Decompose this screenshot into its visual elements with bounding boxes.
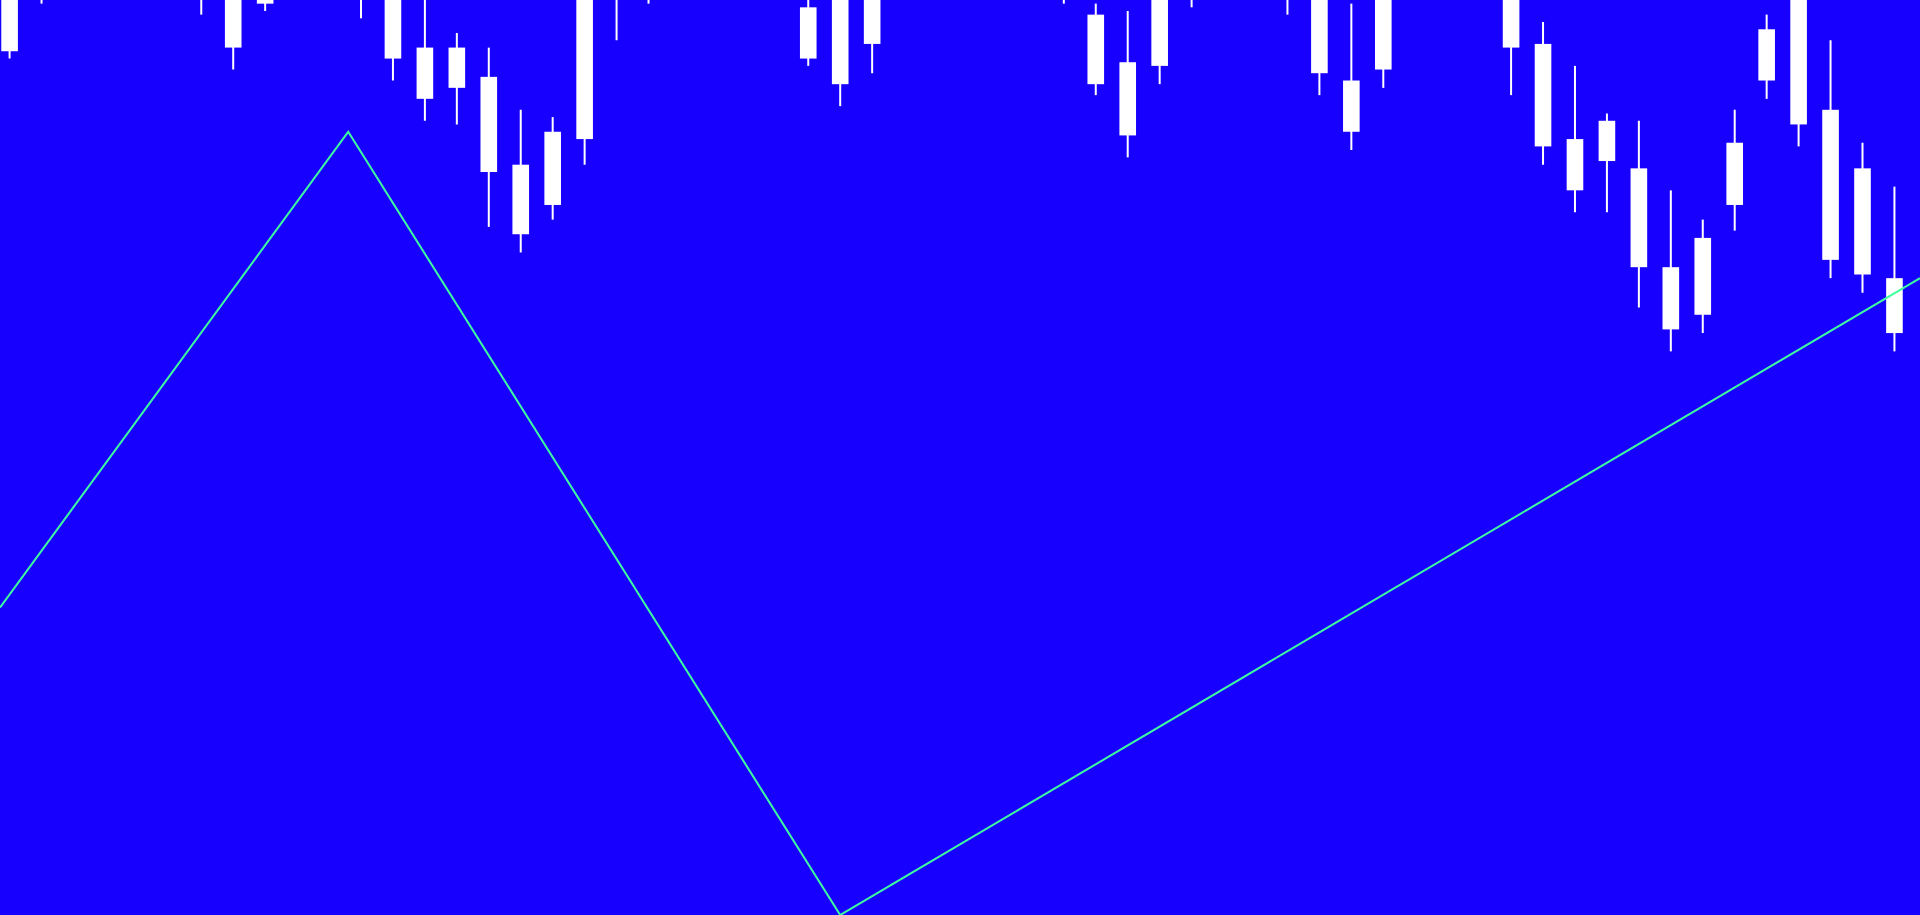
candle-body — [1694, 237, 1712, 315]
candle-body — [1343, 80, 1360, 132]
candle — [480, 47, 498, 227]
candle — [256, 0, 274, 11]
candle — [224, 0, 242, 70]
candle-body — [1566, 139, 1584, 191]
candle — [1286, 0, 1289, 15]
candle-body — [224, 0, 242, 48]
candle — [1886, 186, 1903, 352]
candle — [863, 0, 881, 74]
candle-body — [1534, 43, 1552, 147]
candle — [1374, 0, 1392, 88]
candle — [1119, 10, 1137, 158]
candle — [1343, 3, 1360, 151]
candle-body — [1726, 142, 1744, 205]
candles-layer — [1, 0, 1903, 352]
candle — [576, 0, 593, 165]
candle — [1758, 14, 1775, 99]
candle-body — [799, 7, 817, 59]
candle — [1790, 0, 1807, 147]
candle — [799, 0, 817, 66]
candle-body — [576, 0, 593, 140]
candle — [416, 0, 434, 121]
candle-body — [1374, 0, 1392, 70]
candle-body — [416, 47, 434, 99]
candle — [359, 0, 362, 19]
candle — [647, 0, 650, 4]
zigzag-layer — [0, 129, 1920, 915]
candle — [40, 0, 43, 4]
candle-body — [1662, 267, 1680, 330]
candle-body — [831, 0, 849, 85]
candle-body — [544, 131, 561, 205]
candle — [1062, 0, 1065, 4]
candle — [1822, 40, 1839, 279]
candle — [384, 0, 402, 81]
candle — [1311, 0, 1328, 96]
candle — [448, 32, 466, 125]
candle — [512, 109, 530, 253]
candle-body — [480, 76, 498, 173]
candle-body — [1087, 14, 1105, 85]
candle — [1534, 21, 1552, 165]
candle-body — [1822, 109, 1839, 260]
candle — [1151, 0, 1168, 85]
candle-body — [1, 0, 18, 52]
candle-body — [512, 164, 530, 235]
candle — [1630, 120, 1648, 308]
candle — [1854, 142, 1871, 293]
candle-body — [1630, 168, 1648, 268]
candle-body — [1119, 62, 1137, 136]
candle-body — [1758, 29, 1775, 81]
candle — [1, 0, 18, 59]
candle-body — [1598, 120, 1616, 162]
candle-body — [1790, 0, 1807, 125]
candle — [1566, 65, 1584, 213]
zigzag-line — [0, 129, 1920, 915]
candle — [1726, 109, 1744, 231]
candle-body — [1854, 168, 1871, 275]
candle-body — [1886, 278, 1903, 334]
candle-body — [448, 47, 466, 88]
candle — [1694, 219, 1712, 334]
candle — [1662, 190, 1680, 352]
candle-body — [863, 0, 881, 44]
candle — [1598, 113, 1616, 213]
candle — [615, 0, 618, 41]
candle — [1087, 3, 1105, 96]
candle-body — [384, 0, 402, 59]
candle-body — [1502, 0, 1520, 48]
candle — [200, 0, 203, 15]
candle-body — [1151, 0, 1168, 66]
candle — [831, 0, 849, 107]
candle — [544, 117, 561, 220]
candle — [1190, 0, 1193, 8]
candle-body — [256, 0, 274, 4]
candle — [1502, 0, 1520, 96]
candle-body — [1311, 0, 1328, 74]
